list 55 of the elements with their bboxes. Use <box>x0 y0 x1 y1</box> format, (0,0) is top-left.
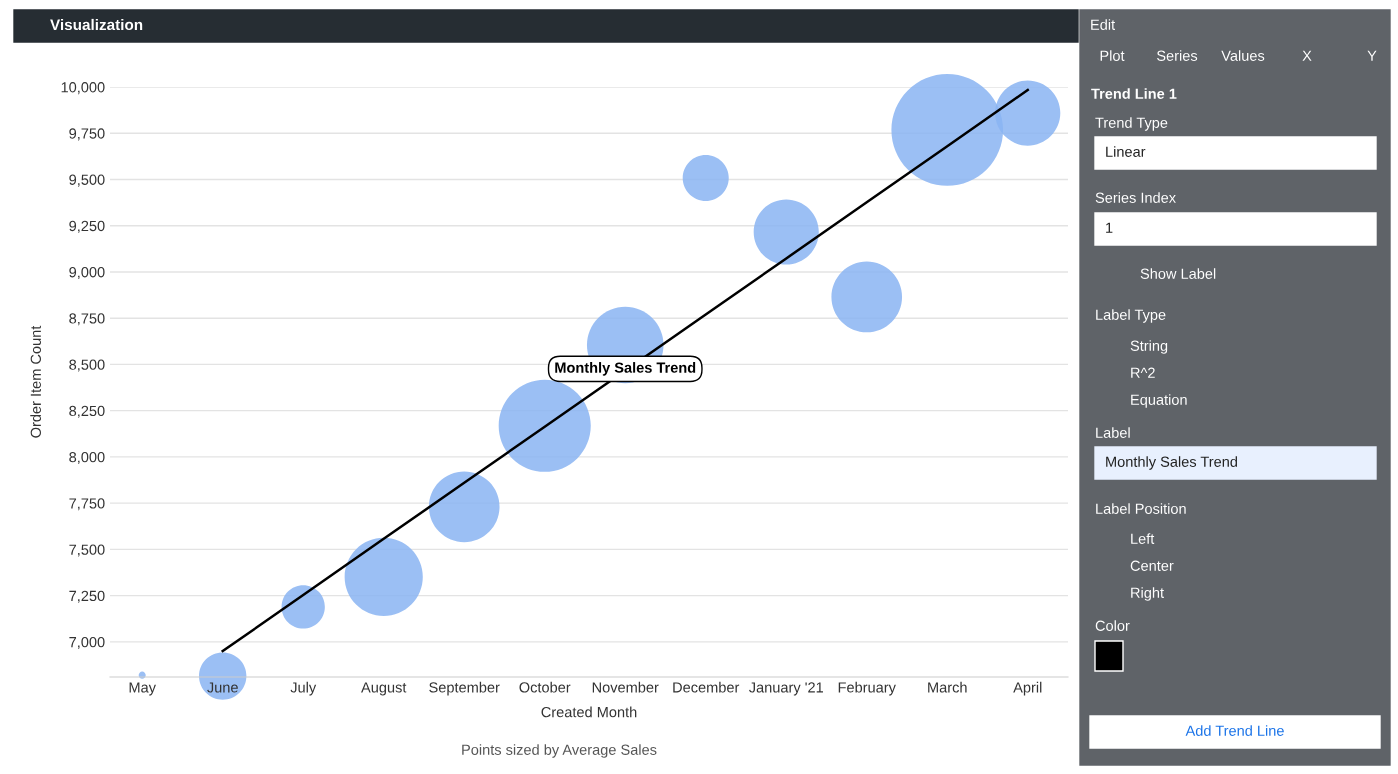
x-tick-label: October <box>519 681 571 693</box>
text: X <box>1302 50 1312 61</box>
y-tick-label: 8,250 <box>69 405 105 418</box>
chart-title: Visualization <box>50 18 143 31</box>
annotation: Monthly Sales Trend <box>555 362 696 376</box>
x-axis-title: Created Month <box>541 706 637 718</box>
text: Series <box>1157 50 1198 61</box>
x-tick-label: February <box>838 681 896 696</box>
text: Right <box>1131 587 1164 601</box>
text: R^2 <box>1131 367 1155 378</box>
text: Center <box>1130 560 1174 571</box>
text: Trend Line 1 <box>1091 88 1177 99</box>
y-tick-label: 7,500 <box>69 544 105 557</box>
text: String <box>1130 340 1168 354</box>
text: Points sized by Average Sales <box>462 744 657 758</box>
y-tick-label: 9,500 <box>69 174 105 187</box>
line-series <box>221 88 1029 653</box>
x-tick-label: March <box>928 681 967 693</box>
text: Left <box>1131 533 1155 544</box>
x-tick-label: December <box>673 681 740 693</box>
text: Edit <box>1091 19 1116 30</box>
x-tick-label: April <box>1013 681 1042 696</box>
text: Series Index <box>1095 192 1176 203</box>
y-tick-label: 9,250 <box>69 220 105 233</box>
text: Equation <box>1131 394 1187 408</box>
y-tick-label: 9,750 <box>69 128 105 141</box>
text: Linear <box>1106 146 1146 157</box>
text: Label <box>1096 427 1130 438</box>
y-tick-label: 7,750 <box>69 498 105 511</box>
text: Monthly Sales Trend <box>1106 456 1237 470</box>
x-tick-label: August <box>361 682 407 696</box>
y-axis-title: Order Item Count <box>30 325 41 438</box>
x-tick-label: September <box>429 681 500 696</box>
text: Plot <box>1100 50 1125 61</box>
y-tick-label: 8,750 <box>69 313 105 326</box>
text: Add Trend Line <box>1185 725 1284 736</box>
y-tick-label: 8,000 <box>69 452 105 465</box>
y-tick-label: 8,500 <box>69 359 105 372</box>
y-tick-label: 10,000 <box>61 82 105 95</box>
y-tick-label: 9,000 <box>69 267 105 280</box>
x-tick-label: January '21 <box>749 682 823 696</box>
text: 1 <box>1106 222 1113 233</box>
x-tick-label: June <box>207 682 238 693</box>
x-tick-label: November <box>592 681 659 693</box>
text: Color <box>1095 620 1130 631</box>
y-tick-label: 7,000 <box>69 636 105 650</box>
x-tick-label: July <box>290 681 317 696</box>
text: Y <box>1367 50 1377 61</box>
text: Show Label <box>1140 268 1216 279</box>
text: Values <box>1221 50 1265 61</box>
text: Trend Type <box>1095 117 1168 131</box>
text: Label Type <box>1096 309 1166 323</box>
y-tick-label: 7,250 <box>69 590 105 603</box>
x-tick-label: May <box>129 682 156 696</box>
text: Label Position <box>1096 503 1186 514</box>
